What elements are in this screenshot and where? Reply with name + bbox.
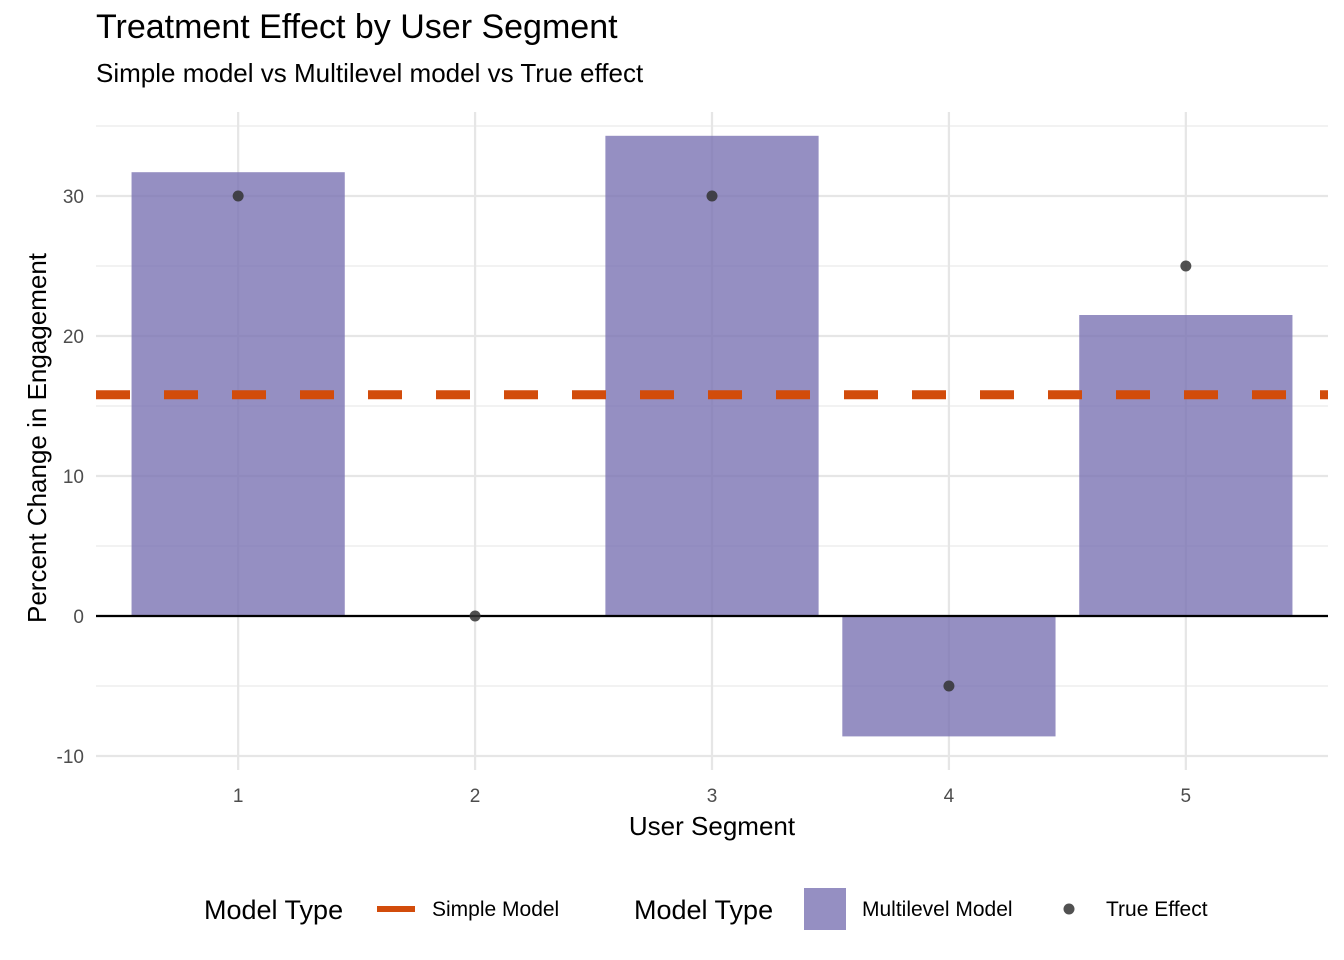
- point-true-effect: [1180, 260, 1192, 272]
- point-true-effect: [943, 680, 955, 692]
- legend-key-multilevel-model: [804, 888, 846, 930]
- tick-layer: -10 0 10 20 30 1 2 3 4 5: [57, 187, 1192, 807]
- legend-label-multilevel-model: Multilevel Model: [862, 898, 1013, 921]
- legend-key-true-effect: [1063, 903, 1075, 915]
- legend: Model Type Simple Model Model Type Multi…: [204, 888, 1208, 930]
- legend-title-1: Model Type: [204, 895, 343, 925]
- legend-label-simple-model: Simple Model: [432, 898, 559, 921]
- y-axis-title: Percent Change in Engagement: [22, 252, 52, 623]
- x-tick-label: 2: [470, 786, 481, 807]
- point-true-effect: [232, 190, 244, 202]
- point-true-effect: [469, 610, 481, 622]
- y-tick-label: 30: [63, 187, 84, 208]
- point-layer: [232, 190, 1192, 692]
- x-tick-label: 5: [1181, 786, 1192, 807]
- x-tick-label: 1: [233, 786, 244, 807]
- point-true-effect: [706, 190, 718, 202]
- x-axis-title: User Segment: [629, 811, 796, 841]
- legend-title-2: Model Type: [634, 895, 773, 925]
- bar-multilevel-model: [842, 616, 1056, 737]
- y-tick-label: 10: [63, 467, 84, 488]
- y-tick-label: 0: [73, 607, 84, 628]
- bar-multilevel-model: [605, 135, 819, 617]
- bar-multilevel-model: [1079, 315, 1293, 616]
- y-tick-label: -10: [57, 747, 84, 768]
- chart-subtitle: Simple model vs Multilevel model vs True…: [96, 58, 644, 88]
- x-tick-label: 3: [707, 786, 718, 807]
- chart-title: Treatment Effect by User Segment: [96, 8, 618, 46]
- y-tick-label: 20: [63, 327, 84, 348]
- x-tick-label: 4: [944, 786, 955, 807]
- legend-label-true-effect: True Effect: [1106, 898, 1208, 921]
